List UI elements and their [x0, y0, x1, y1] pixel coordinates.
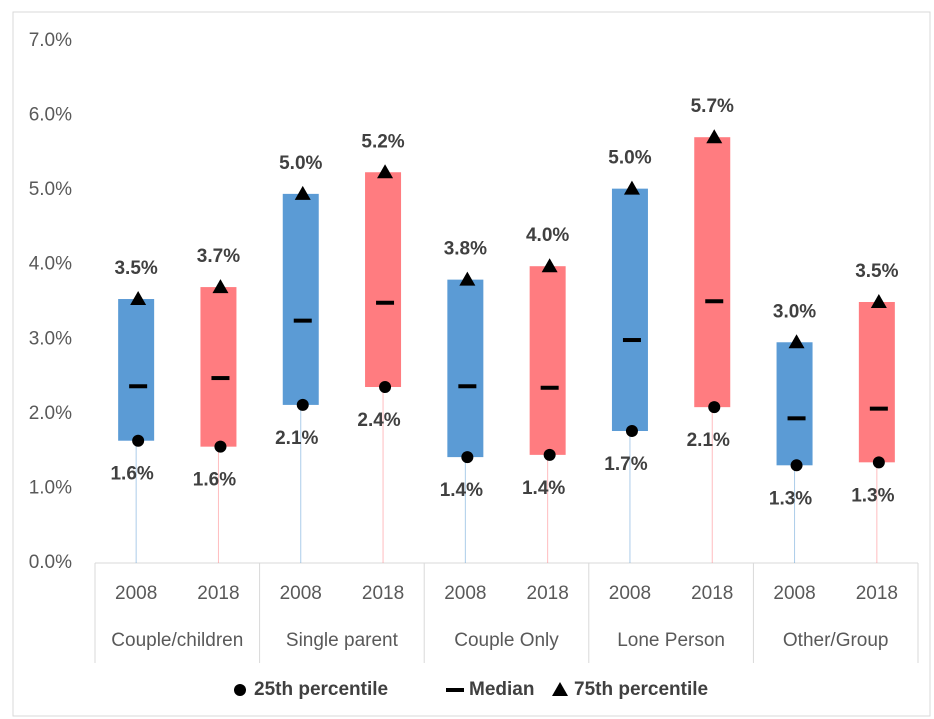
- marker-circle: [708, 401, 721, 414]
- marker-dash: [458, 384, 477, 389]
- legend-marker: [552, 682, 568, 696]
- data-label: 5.2%: [361, 131, 404, 152]
- marker-circle: [296, 398, 309, 411]
- data-label: 3.8%: [444, 239, 487, 260]
- marker-triangle: [294, 185, 311, 200]
- x-tick-label: 2008: [444, 583, 486, 604]
- marker-triangle: [377, 164, 394, 179]
- bar: [776, 342, 813, 466]
- data-label: 3.0%: [773, 301, 816, 322]
- marker-circle: [132, 434, 145, 447]
- marker-triangle: [130, 291, 147, 306]
- marker-triangle: [459, 271, 476, 286]
- marker-triangle: [212, 279, 229, 294]
- bar: [282, 193, 319, 405]
- x-tick-label: 2008: [773, 583, 815, 604]
- marker-dash: [129, 384, 148, 389]
- x-tick-label: 2008: [280, 583, 322, 604]
- bar: [611, 188, 648, 432]
- marker-dash: [869, 406, 888, 411]
- data-label: 1.4%: [440, 480, 483, 501]
- legend-marker: [234, 684, 246, 696]
- group-label: Other/Group: [783, 630, 889, 651]
- y-tick-label: 4.0%: [29, 254, 72, 275]
- marker-dash: [211, 376, 230, 381]
- marker-circle: [543, 448, 556, 461]
- group-label: Single parent: [286, 630, 399, 651]
- legend-label: 75th percentile: [574, 679, 708, 700]
- y-tick-label: 6.0%: [29, 105, 72, 126]
- y-tick-label: 1.0%: [29, 477, 72, 498]
- x-tick-label: 2018: [691, 583, 733, 604]
- x-tick-label: 2018: [527, 583, 569, 604]
- data-label: 5.0%: [608, 148, 651, 169]
- data-label: 2.1%: [687, 430, 730, 451]
- group-label: Couple Only: [454, 630, 559, 651]
- y-tick-label: 3.0%: [29, 328, 72, 349]
- data-label: 1.6%: [193, 470, 236, 491]
- marker-circle: [790, 459, 803, 472]
- data-label: 5.7%: [691, 96, 734, 117]
- y-tick-label: 0.0%: [29, 552, 72, 573]
- x-tick-label: 2018: [856, 583, 898, 604]
- marker-dash: [622, 338, 641, 343]
- x-tick-label: 2008: [115, 583, 157, 604]
- marker-circle: [379, 381, 392, 394]
- marker-triangle: [541, 258, 558, 273]
- data-label: 2.4%: [357, 410, 400, 431]
- data-label: 3.5%: [855, 261, 898, 282]
- x-tick-label: 2018: [197, 583, 239, 604]
- data-label: 2.1%: [275, 428, 318, 449]
- x-tick-label: 2018: [362, 583, 404, 604]
- data-label: 1.7%: [604, 454, 647, 475]
- bar: [694, 137, 731, 408]
- group-label: Couple/children: [111, 630, 243, 651]
- marker-dash: [705, 299, 724, 304]
- marker-triangle: [623, 180, 640, 195]
- legend-marker: [446, 688, 464, 692]
- data-label: 3.7%: [197, 246, 240, 267]
- marker-circle: [214, 440, 227, 453]
- data-label: 1.3%: [851, 485, 894, 506]
- marker-dash: [293, 318, 312, 323]
- x-tick-label: 2008: [609, 583, 651, 604]
- legend-label: 25th percentile: [254, 679, 388, 700]
- bar: [200, 287, 237, 447]
- marker-dash: [787, 416, 806, 421]
- bar: [365, 172, 402, 388]
- marker-circle: [872, 456, 885, 469]
- marker-dash: [376, 300, 395, 305]
- data-label: 1.6%: [110, 464, 153, 485]
- bar: [858, 302, 895, 463]
- data-label: 4.0%: [526, 225, 569, 246]
- y-tick-label: 5.0%: [29, 179, 72, 200]
- data-label: 5.0%: [279, 153, 322, 174]
- marker-dash: [540, 385, 559, 390]
- marker-circle: [461, 451, 474, 464]
- bar: [447, 279, 484, 458]
- y-tick-label: 7.0%: [29, 30, 72, 51]
- marker-circle: [625, 425, 638, 438]
- marker-triangle: [788, 334, 805, 349]
- data-label: 1.3%: [769, 488, 812, 509]
- bar: [118, 299, 155, 441]
- bar: [529, 266, 566, 455]
- legend-label: Median: [469, 679, 534, 700]
- data-label: 3.5%: [114, 258, 157, 279]
- marker-triangle: [706, 129, 723, 144]
- y-tick-label: 2.0%: [29, 403, 72, 424]
- data-label: 1.4%: [522, 478, 565, 499]
- group-label: Lone Person: [617, 630, 725, 651]
- marker-triangle: [870, 294, 887, 308]
